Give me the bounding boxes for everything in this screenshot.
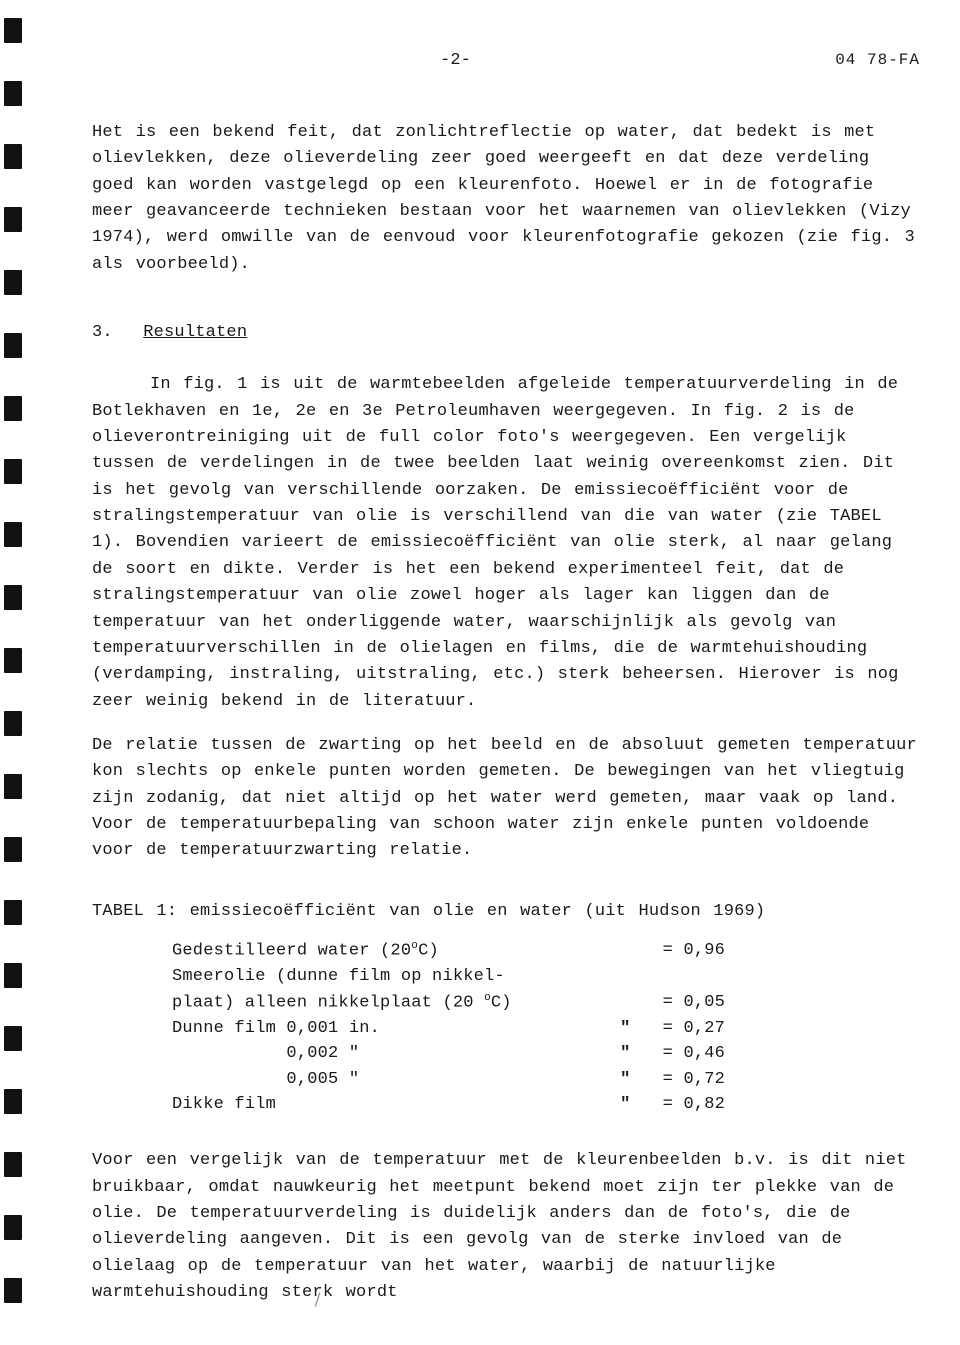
- table-cell-value: = 0,27: [663, 1017, 808, 1040]
- table-1: Gedestilleerd water (20oC) = 0,96 Smeeroli…: [170, 937, 810, 1118]
- table-1-title: TABEL 1: emissiecoëfficiënt van olie en …: [92, 899, 920, 925]
- perf-hole: [4, 270, 22, 295]
- table-row: 0,005 ""= 0,72: [172, 1068, 808, 1091]
- perf-hole: [4, 963, 22, 988]
- table-cell-value: = 0,46: [663, 1042, 808, 1065]
- table-cell-description: Gedestilleerd water (20oC): [172, 939, 594, 963]
- table-cell-value: = 0,96: [663, 939, 808, 963]
- table-cell-ditto: ": [596, 1042, 661, 1065]
- perf-hole: [4, 1215, 22, 1240]
- table-cell-value: = 0,82: [663, 1093, 808, 1116]
- table-cell-value: [663, 965, 808, 988]
- table-cell-description: 0,005 ": [172, 1068, 594, 1091]
- paragraph-results-1: In fig. 1 is uit de warmtebeelden afgele…: [92, 372, 920, 714]
- perf-hole: [4, 18, 22, 43]
- paragraph-results-2: De relatie tussen de zwarting op het bee…: [92, 733, 920, 865]
- perf-hole: [4, 711, 22, 736]
- table-cell-value: = 0,05: [663, 991, 808, 1015]
- section-number: 3.: [92, 323, 113, 342]
- page-number: -2-: [440, 48, 471, 74]
- table-row: Smeerolie (dunne film op nikkel-: [172, 965, 808, 988]
- perf-hole: [4, 837, 22, 862]
- perf-hole: [4, 333, 22, 358]
- paragraph-after-table: Voor een vergelijk van de temperatuur me…: [92, 1148, 920, 1306]
- table-cell-description: plaat) alleen nikkelplaat (20 oC): [172, 991, 594, 1015]
- table-cell-ditto: [596, 939, 661, 963]
- section-title: Resultaten: [143, 323, 247, 342]
- page-content: Het is een bekend feit, dat zonlichtrefl…: [92, 120, 920, 1324]
- perf-hole: [4, 81, 22, 106]
- perf-hole: [4, 900, 22, 925]
- table-cell-value: = 0,72: [663, 1068, 808, 1091]
- table-cell-ditto: ": [596, 1093, 661, 1116]
- perf-hole: [4, 648, 22, 673]
- perf-hole: [4, 585, 22, 610]
- table-cell-ditto: ": [596, 1017, 661, 1040]
- table-cell-description: Dikke film: [172, 1093, 594, 1116]
- binder-perforation: [4, 18, 24, 1303]
- perf-hole: [4, 1152, 22, 1177]
- perf-hole: [4, 522, 22, 547]
- perf-hole: [4, 1026, 22, 1051]
- table-1-body: Gedestilleerd water (20oC) = 0,96 Smeeroli…: [172, 939, 808, 1116]
- table-row: plaat) alleen nikkelplaat (20 oC) = 0,05: [172, 991, 808, 1015]
- table-row: Dunne film 0,001 in."= 0,27: [172, 1017, 808, 1040]
- document-reference: 04 78-FA: [835, 48, 920, 73]
- perf-hole: [4, 1089, 22, 1114]
- paragraph-intro: Het is een bekend feit, dat zonlichtrefl…: [92, 120, 920, 278]
- table-cell-ditto: [596, 991, 661, 1015]
- table-row: Gedestilleerd water (20oC) = 0,96: [172, 939, 808, 963]
- perf-hole: [4, 207, 22, 232]
- table-cell-description: Dunne film 0,001 in.: [172, 1017, 594, 1040]
- perf-hole: [4, 144, 22, 169]
- table-row: Dikke film"= 0,82: [172, 1093, 808, 1116]
- table-cell-description: 0,002 ": [172, 1042, 594, 1065]
- section-heading-3: 3. Resultaten: [92, 320, 920, 346]
- table-cell-ditto: [596, 965, 661, 988]
- perf-hole: [4, 1278, 22, 1303]
- table-row: 0,002 ""= 0,46: [172, 1042, 808, 1065]
- perf-hole: [4, 459, 22, 484]
- page-container: -2- 04 78-FA Het is een bekend feit, dat…: [0, 0, 960, 1345]
- perf-hole: [4, 396, 22, 421]
- table-cell-description: Smeerolie (dunne film op nikkel-: [172, 965, 594, 988]
- perf-hole: [4, 774, 22, 799]
- table-cell-ditto: ": [596, 1068, 661, 1091]
